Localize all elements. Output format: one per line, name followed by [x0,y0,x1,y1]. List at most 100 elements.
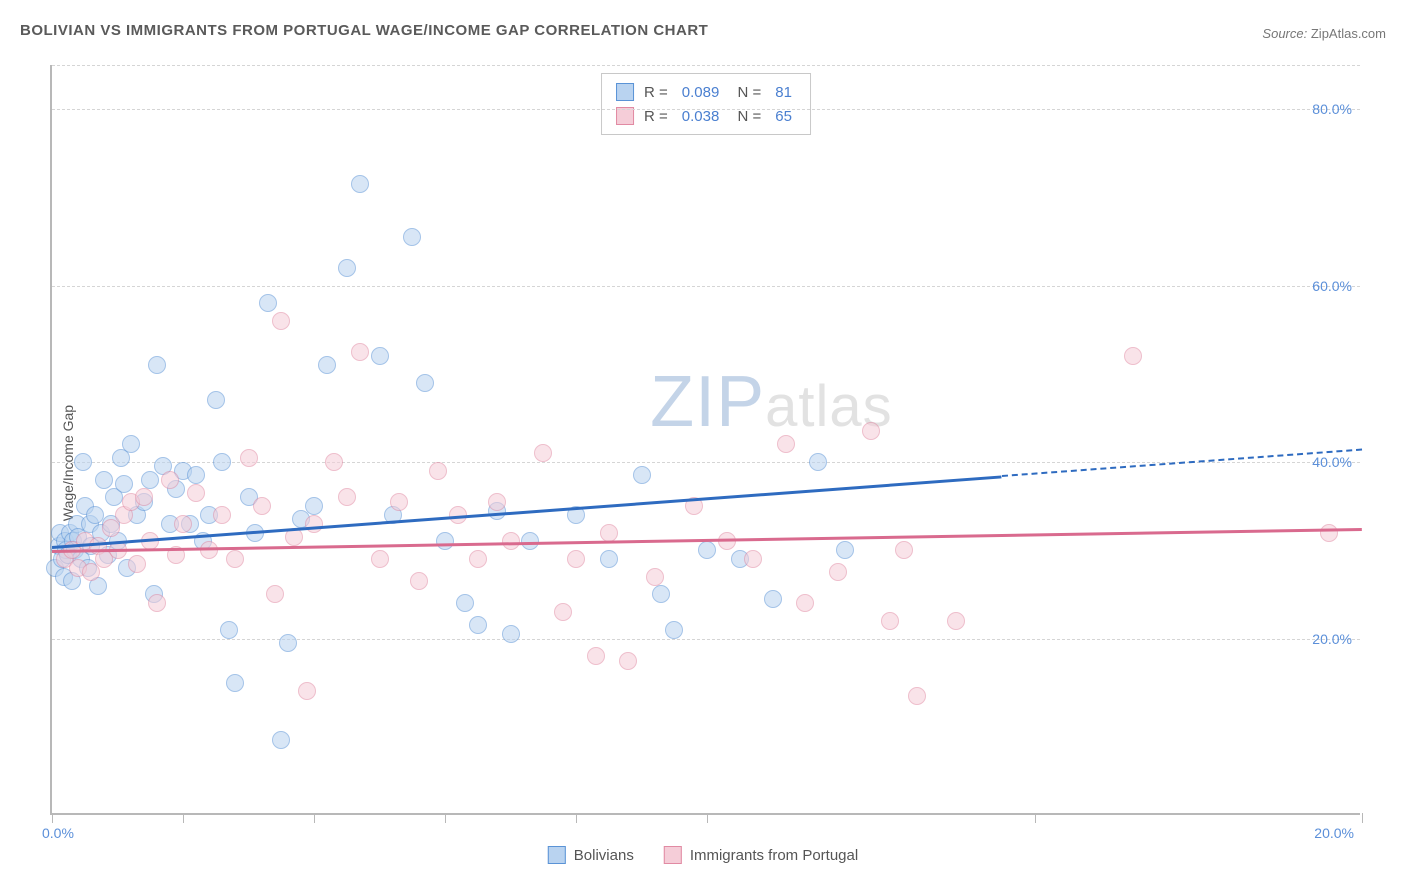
y-tick-label: 20.0% [1312,631,1352,647]
scatter-point [619,652,637,670]
scatter-point [895,541,913,559]
scatter-point [469,616,487,634]
scatter-point [646,568,664,586]
stats-legend-box: R = 0.089 N = 81 R = 0.038 N = 65 [601,73,811,135]
scatter-point [272,312,290,330]
scatter-point [429,462,447,480]
plot-area: ZIPatlas R = 0.089 N = 81 R = 0.038 N = … [50,65,1360,815]
scatter-point [226,550,244,568]
x-tick-label-min: 0.0% [42,825,74,841]
gridline-h [52,65,1360,66]
watermark-zip: ZIP [650,362,765,442]
scatter-point [240,449,258,467]
scatter-point [207,391,225,409]
scatter-point [947,612,965,630]
scatter-point [777,435,795,453]
scatter-point [200,541,218,559]
scatter-point [665,621,683,639]
scatter-point [587,647,605,665]
scatter-point [600,550,618,568]
scatter-point [600,524,618,542]
scatter-point [148,356,166,374]
x-tick [183,813,184,823]
y-tick-label: 40.0% [1312,454,1352,470]
scatter-point [115,475,133,493]
gridline-h [52,109,1360,110]
legend-label-1: Bolivians [574,847,634,864]
stats-row-1: R = 0.089 N = 81 [616,80,796,104]
scatter-point [351,343,369,361]
scatter-point [82,563,100,581]
scatter-point [259,294,277,312]
stats-row-2: R = 0.038 N = 65 [616,104,796,128]
watermark: ZIPatlas [650,361,893,443]
scatter-point [371,347,389,365]
x-tick [1035,813,1036,823]
scatter-point [253,497,271,515]
scatter-point [698,541,716,559]
scatter-point [744,550,762,568]
scatter-point [338,259,356,277]
scatter-point [567,550,585,568]
x-tick [314,813,315,823]
scatter-point [148,594,166,612]
scatter-point [908,687,926,705]
scatter-point [95,471,113,489]
x-tick [576,813,577,823]
scatter-point [338,488,356,506]
scatter-point [86,506,104,524]
scatter-point [534,444,552,462]
scatter-point [410,572,428,590]
scatter-point [318,356,336,374]
scatter-point [469,550,487,568]
scatter-point [305,497,323,515]
scatter-point [1124,347,1142,365]
x-tick [445,813,446,823]
scatter-point [554,603,572,621]
gridline-h [52,639,1360,640]
scatter-point [456,594,474,612]
x-tick [707,813,708,823]
x-tick-label-max: 20.0% [1314,825,1354,841]
scatter-point [220,621,238,639]
bottom-legend: Bolivians Immigrants from Portugal [548,846,858,864]
scatter-point [272,731,290,749]
legend-item-2: Immigrants from Portugal [664,846,858,864]
scatter-point [135,488,153,506]
scatter-point [416,374,434,392]
source-attribution: Source: ZipAtlas.com [1262,26,1386,41]
scatter-point [371,550,389,568]
scatter-point [390,493,408,511]
scatter-point [836,541,854,559]
scatter-point [226,674,244,692]
scatter-point [102,519,120,537]
scatter-point [652,585,670,603]
r-value-1: 0.089 [682,84,720,101]
scatter-point [122,435,140,453]
x-tick [52,813,53,823]
legend-swatch-1 [548,846,566,864]
y-tick-label: 80.0% [1312,101,1352,117]
swatch-series-1 [616,83,634,101]
y-tick-label: 60.0% [1312,278,1352,294]
scatter-point [488,493,506,511]
x-tick [1362,813,1363,823]
scatter-point [829,563,847,581]
legend-swatch-2 [664,846,682,864]
scatter-point [213,453,231,471]
n-value-1: 81 [775,84,792,101]
scatter-point [187,466,205,484]
scatter-point [796,594,814,612]
source-label: Source: [1262,26,1307,41]
scatter-point [351,175,369,193]
r-label-1: R = [644,84,668,101]
scatter-point [266,585,284,603]
scatter-point [809,453,827,471]
scatter-point [502,625,520,643]
scatter-point [213,506,231,524]
scatter-point [881,612,899,630]
scatter-point [1320,524,1338,542]
scatter-point [161,471,179,489]
scatter-point [187,484,205,502]
scatter-point [141,471,159,489]
